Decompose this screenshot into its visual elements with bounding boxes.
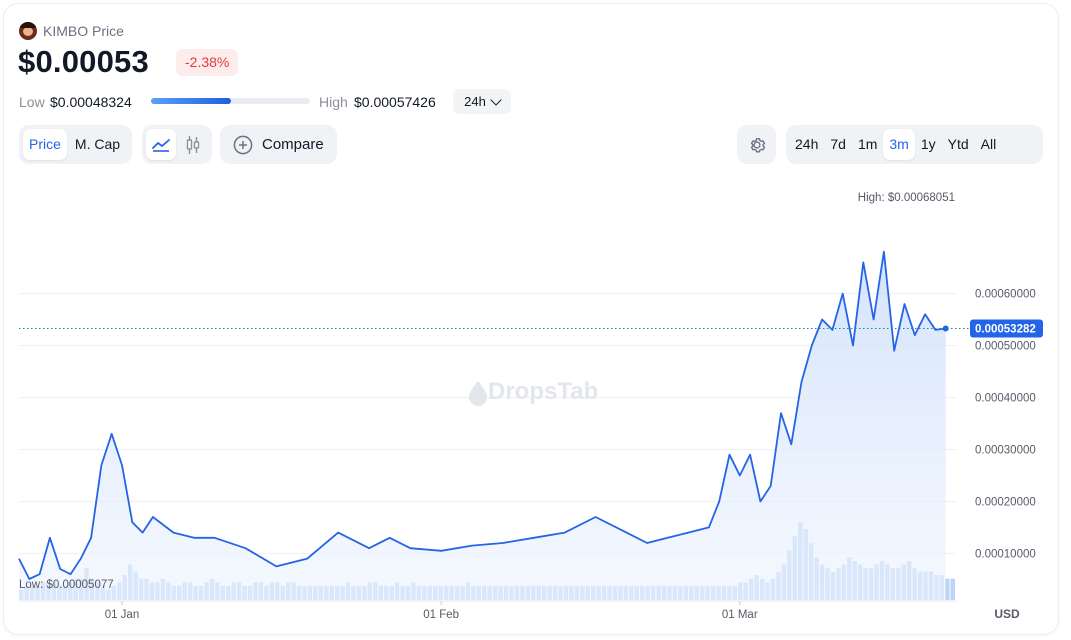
tab-price[interactable]: Price — [23, 129, 67, 160]
candlestick-icon[interactable] — [178, 129, 208, 160]
tab-period-3m[interactable]: 3m — [883, 129, 915, 160]
current-price: $0.00053 — [18, 44, 149, 79]
line-chart-icon[interactable] — [146, 129, 176, 160]
high-label: High — [319, 94, 348, 110]
currency-label: USD — [994, 607, 1020, 621]
chart-style-toggle — [142, 125, 212, 164]
gear-icon — [750, 137, 765, 152]
metric-toggle: Price M. Cap — [19, 125, 132, 164]
volume-bar — [950, 578, 955, 600]
high-value: $0.00057426 — [354, 94, 436, 110]
droplet-icon — [469, 381, 487, 406]
high-annotation: High: $0.00068051 — [858, 192, 955, 204]
x-tick-label: 01 Jan — [105, 609, 140, 621]
tab-market-cap[interactable]: M. Cap — [74, 136, 121, 152]
y-tick-label: 0.00010000 — [975, 548, 1036, 560]
price-change-badge: -2.38% — [176, 49, 239, 76]
low-value: $0.00048324 — [50, 94, 132, 110]
range-bar — [151, 98, 310, 104]
compare-label: Compare — [262, 136, 324, 153]
price-area — [19, 251, 946, 600]
current-price-label: 0.00053282 — [975, 323, 1036, 335]
range-period-select[interactable]: 24h — [453, 89, 511, 114]
range-bar-fill — [151, 98, 231, 104]
y-tick-label: 0.00050000 — [975, 341, 1036, 353]
tab-period-1y[interactable]: 1y — [920, 136, 936, 152]
token-name: KIMBO Price — [43, 23, 124, 39]
tab-period-all[interactable]: All — [980, 136, 997, 152]
x-tick-label: 01 Mar — [722, 609, 758, 621]
y-tick-label: 0.00030000 — [975, 444, 1036, 456]
current-price-badge — [970, 319, 1043, 338]
y-tick-label: 0.00040000 — [975, 393, 1036, 405]
plus-circle-icon — [233, 135, 253, 154]
current-price-dot — [942, 325, 949, 332]
volume-bar — [945, 578, 950, 600]
y-tick-label: 0.00060000 — [975, 289, 1036, 301]
x-tick-label: 01 Feb — [423, 609, 459, 621]
token-header: KIMBO Price — [19, 22, 124, 40]
y-tick-label: 0.00020000 — [975, 496, 1036, 508]
low-label: Low — [19, 94, 45, 110]
compare-button[interactable]: Compare — [220, 125, 337, 164]
range-period-value: 24h — [464, 94, 486, 109]
kimbo-token-logo — [19, 22, 37, 40]
tab-period-24h[interactable]: 24h — [795, 136, 819, 152]
price-line — [18, 250, 946, 580]
tab-period-7d[interactable]: 7d — [830, 136, 846, 152]
chart-settings-button[interactable] — [737, 125, 776, 164]
tab-period-1m[interactable]: 1m — [857, 136, 878, 152]
period-tabs: 24h 7d 1m 3m 1y Ytd All — [786, 125, 1043, 164]
dropstab-watermark: DropsTab — [488, 378, 598, 405]
low-annotation: Low: $0.00005077 — [19, 579, 114, 591]
tab-period-ytd[interactable]: Ytd — [947, 136, 969, 152]
